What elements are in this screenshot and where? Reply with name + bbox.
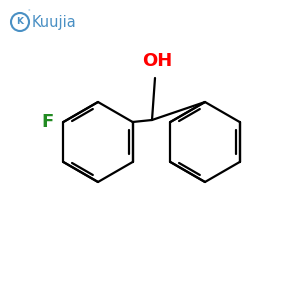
Text: °: ° [28, 10, 30, 14]
Text: OH: OH [142, 52, 172, 70]
Text: Kuujia: Kuujia [32, 14, 77, 29]
Text: K: K [16, 17, 23, 26]
Text: F: F [41, 113, 53, 131]
